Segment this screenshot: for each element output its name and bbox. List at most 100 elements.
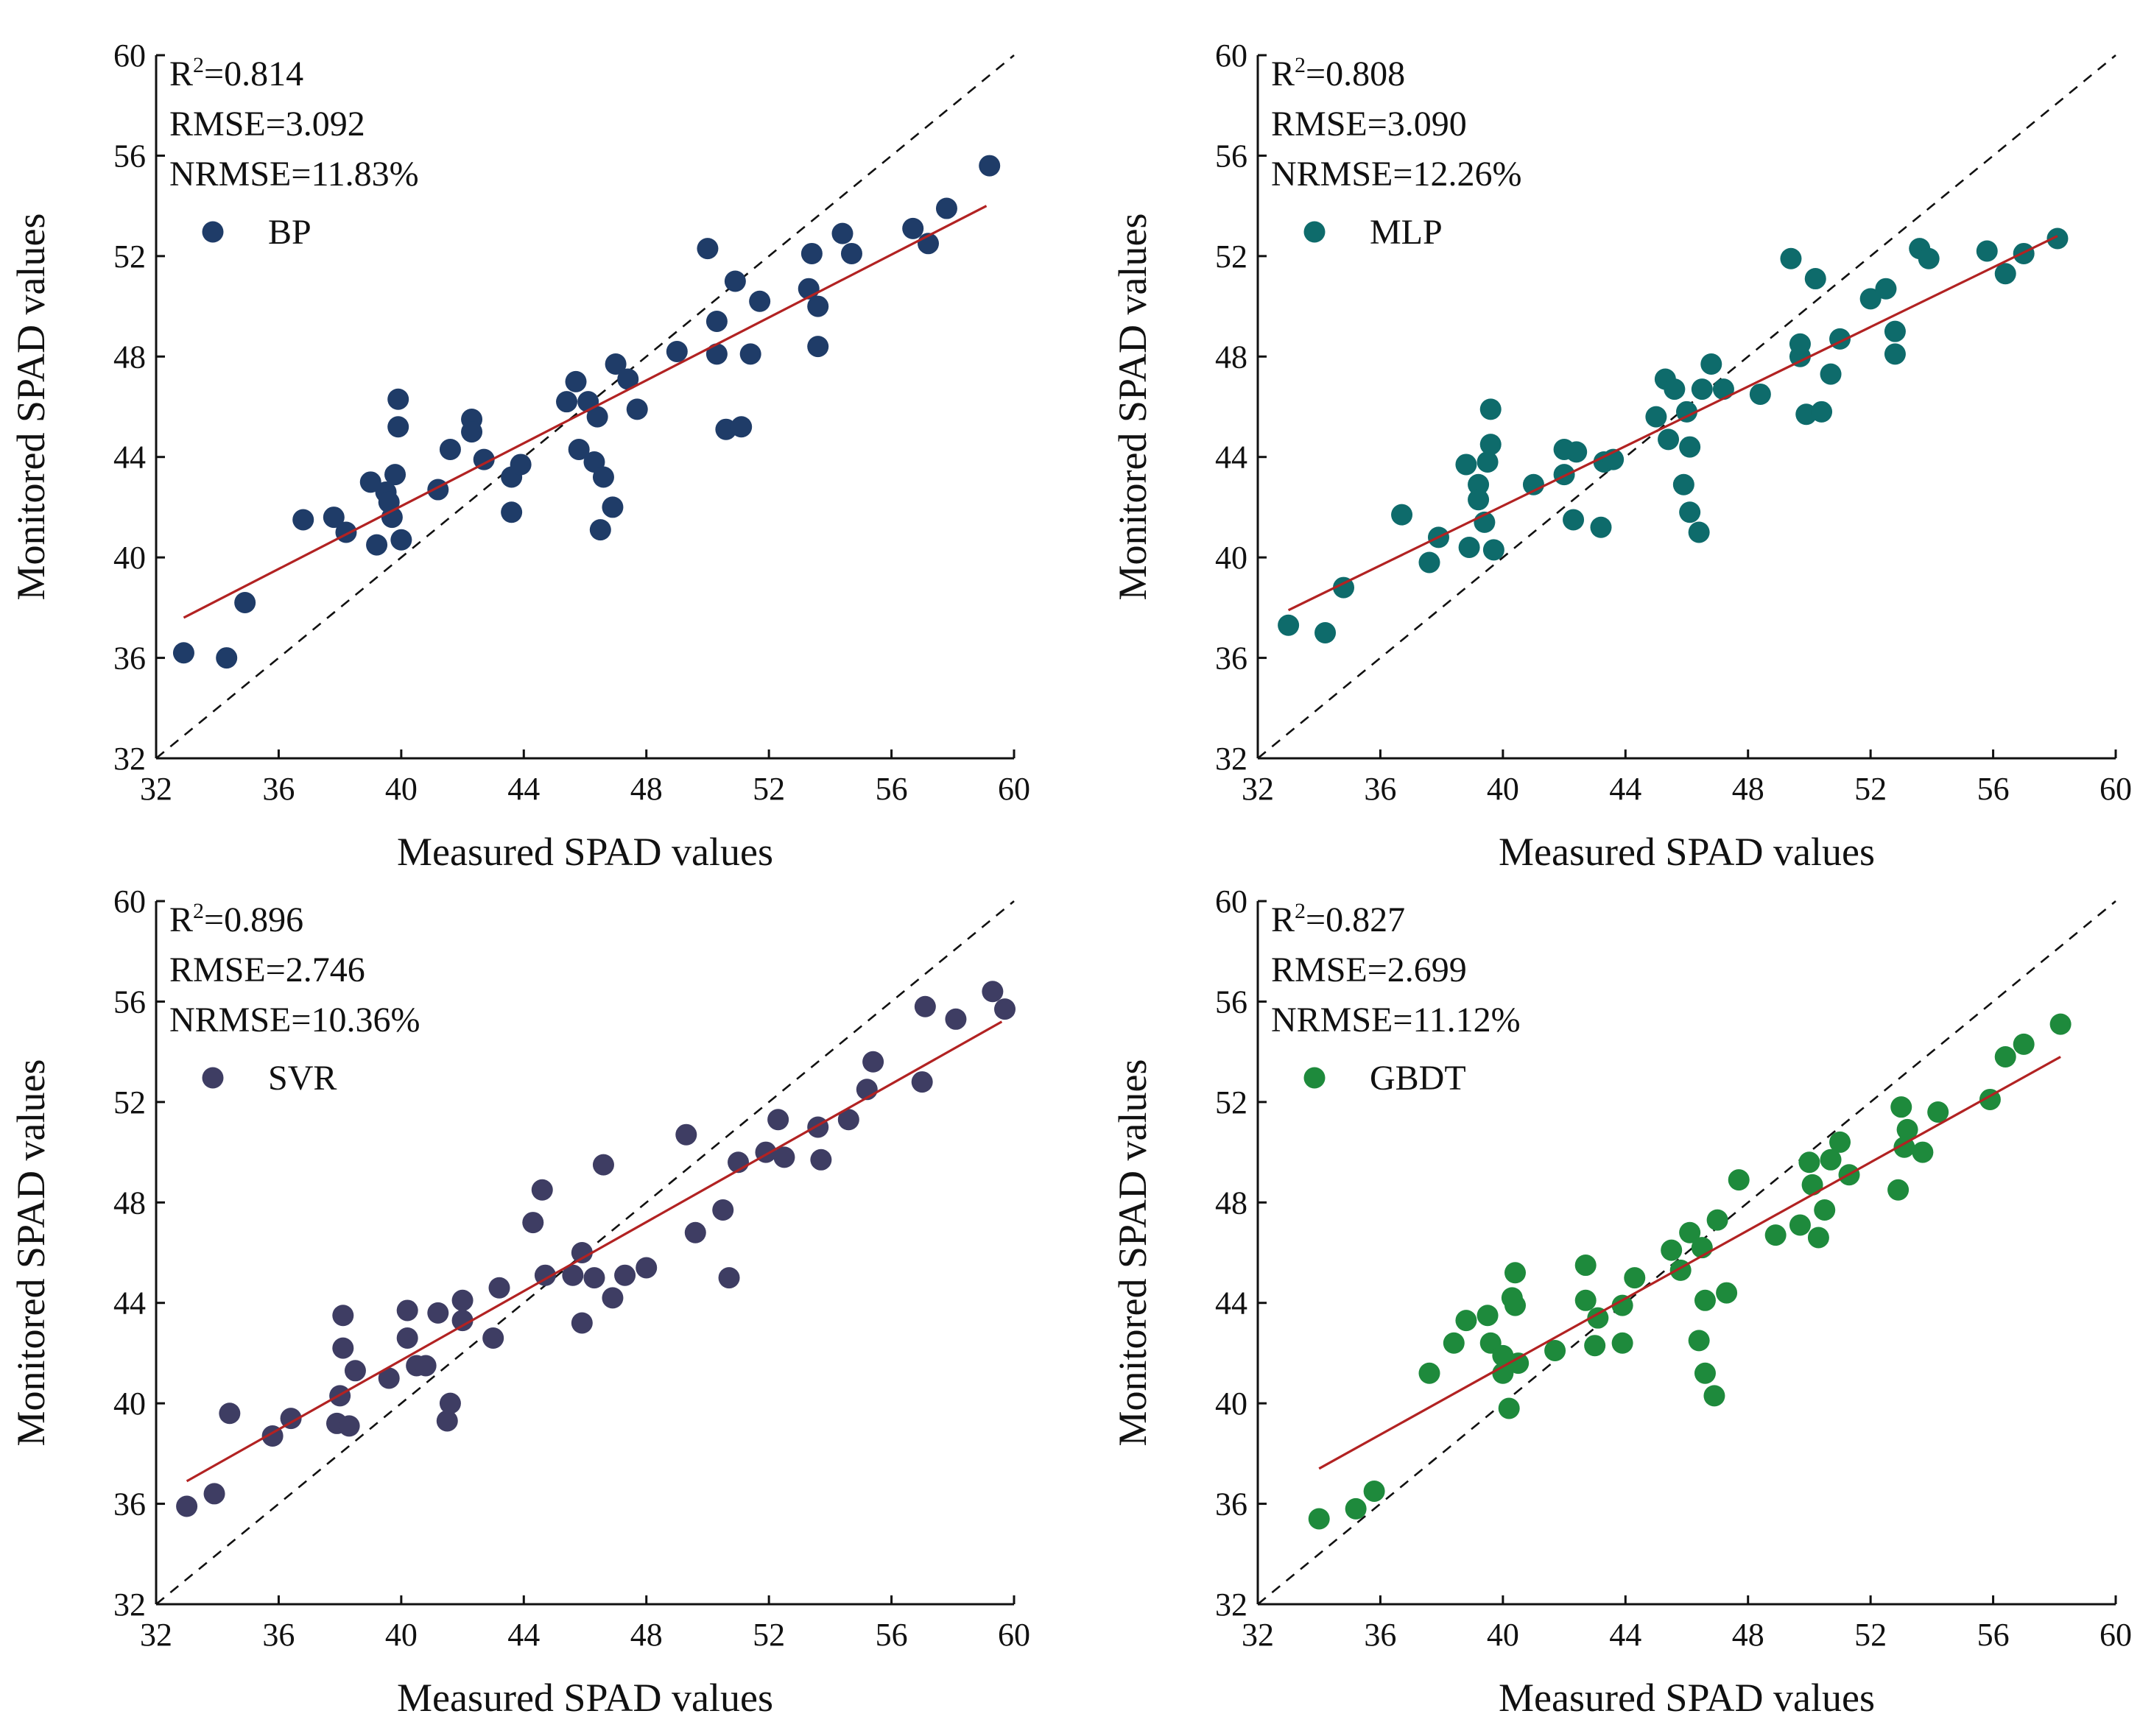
data-point (1418, 551, 1440, 574)
r2-value: =0.808 (1306, 54, 1405, 93)
data-point (1482, 539, 1504, 561)
panel-mlp: 32 36 40 44 48 52 56 60 32 36 40 44 48 52 56 60 Measured… (1111, 38, 2132, 874)
x-axis-title: Measured SPAD values (397, 1676, 773, 1720)
x-axis-title: Measured SPAD values (1499, 1676, 1875, 1720)
y-axis-title: Monitored SPAD values (9, 213, 53, 600)
data-point (592, 466, 614, 488)
y-tick-label: 52 (113, 1084, 146, 1121)
y-tick-label: 36 (113, 641, 146, 677)
fit-line (1318, 1056, 2061, 1470)
x-tick-label: 48 (1732, 1617, 1764, 1653)
rmse-stat: RMSE=2.746 (169, 950, 365, 989)
data-point (531, 1179, 553, 1201)
x-tick-label: 52 (1854, 1617, 1887, 1653)
legend-marker (1303, 1067, 1326, 1089)
x-tick-label: 60 (2100, 771, 2132, 807)
data-point (396, 1327, 418, 1349)
data-point (1544, 1340, 1566, 1362)
x-tick-label: 40 (385, 771, 418, 807)
data-point (1811, 401, 1833, 423)
data-point (488, 1277, 510, 1299)
data-point (571, 1312, 593, 1334)
x-tick-label: 44 (507, 1617, 540, 1653)
data-point (1814, 1199, 1836, 1221)
data-point (1664, 378, 1686, 401)
data-point (807, 295, 829, 317)
panel-svr: 32 36 40 44 48 52 56 60 32 36 40 44 48 52 56 60 Measured… (9, 883, 1030, 1720)
r2-stat: R2=0.808 (1271, 53, 1405, 93)
data-point (1504, 1294, 1526, 1316)
data-point (583, 1267, 605, 1289)
data-point (568, 438, 590, 460)
data-point (338, 1415, 360, 1437)
nrmse-stat: NRMSE=10.36% (169, 1001, 420, 1040)
y-tick-label: 36 (1215, 641, 1247, 677)
r2-label: R (169, 54, 193, 93)
x-tick-label: 32 (1242, 1617, 1274, 1653)
data-point (323, 507, 345, 529)
data-point (605, 353, 627, 375)
data-point (1807, 1227, 1829, 1249)
data-point (840, 242, 862, 264)
r2-stat: R2=0.827 (1271, 899, 1405, 939)
x-axis-title: Measured SPAD values (1499, 830, 1875, 874)
data-point (1706, 1209, 1728, 1231)
data-point (439, 438, 461, 460)
data-point (562, 1264, 584, 1286)
data-point (1645, 406, 1667, 428)
y-axis-title: Monitored SPAD values (1111, 1059, 1155, 1446)
data-point (724, 270, 746, 292)
data-point (571, 1242, 593, 1263)
data-point (1780, 247, 1802, 269)
data-point (1455, 454, 1477, 476)
data-point (1574, 1255, 1597, 1277)
data-point (415, 1355, 437, 1377)
data-point (1679, 436, 1701, 458)
x-tick-label: 44 (507, 771, 540, 807)
r2-value: =0.814 (204, 54, 303, 93)
data-point (705, 343, 728, 365)
x-tick-label: 32 (1242, 771, 1274, 807)
x-tick-label: 60 (2100, 1617, 2132, 1653)
data-point (1458, 537, 1480, 558)
data-point (1611, 1294, 1633, 1316)
data-point (1829, 1131, 1851, 1153)
data-point (565, 370, 587, 392)
data-point (1477, 1305, 1499, 1327)
data-point (902, 217, 924, 239)
y-tick-label: 44 (1215, 440, 1247, 476)
data-point (1333, 576, 1354, 599)
legend-marker (202, 221, 224, 243)
data-point (705, 311, 728, 333)
data-point (2013, 1033, 2035, 1055)
data-point (1679, 501, 1701, 523)
nrmse-stat: NRMSE=11.83% (169, 155, 419, 194)
data-point (592, 1154, 614, 1176)
data-point (1479, 398, 1502, 420)
legend-marker (202, 1067, 224, 1089)
data-point (1479, 434, 1502, 456)
data-point (1676, 401, 1697, 423)
data-point (332, 1305, 354, 1327)
data-point (1712, 378, 1734, 401)
data-point (911, 1071, 933, 1093)
data-point (556, 391, 578, 413)
data-point (979, 155, 1001, 177)
data-point (749, 290, 771, 312)
y-tick-label: 52 (1215, 239, 1247, 275)
y-tick-label: 60 (1215, 38, 1247, 74)
data-point (1672, 473, 1694, 495)
data-point (1507, 1352, 1530, 1375)
data-point (1566, 441, 1588, 463)
data-point (1691, 378, 1713, 401)
x-tick-label: 40 (385, 1617, 418, 1653)
data-point (810, 1148, 832, 1171)
y-tick-label: 36 (113, 1486, 146, 1522)
data-point (1611, 1332, 1633, 1354)
data-point (1498, 1397, 1520, 1419)
r2-superscript: 2 (1295, 53, 1306, 77)
data-point (1716, 1282, 1738, 1304)
data-point (1884, 320, 1906, 342)
nrmse-stat: NRMSE=11.12% (1271, 1001, 1521, 1040)
data-point (473, 448, 495, 470)
